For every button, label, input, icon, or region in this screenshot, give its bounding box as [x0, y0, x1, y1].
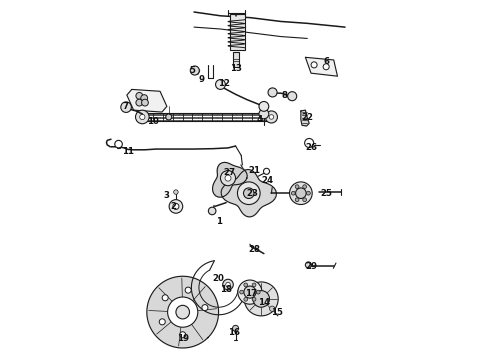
Text: 28: 28: [248, 245, 261, 254]
Circle shape: [115, 140, 122, 148]
Circle shape: [244, 282, 278, 316]
Text: 29: 29: [305, 262, 317, 271]
Text: 26: 26: [305, 143, 317, 152]
Circle shape: [244, 286, 256, 298]
Circle shape: [266, 111, 277, 123]
Circle shape: [303, 198, 307, 202]
Text: 27: 27: [224, 168, 236, 177]
Circle shape: [176, 305, 190, 319]
Circle shape: [305, 139, 314, 148]
Circle shape: [259, 109, 269, 119]
Text: 25: 25: [320, 189, 332, 198]
Text: 11: 11: [122, 147, 134, 156]
Text: 8: 8: [282, 91, 288, 100]
Circle shape: [173, 190, 178, 194]
Text: 17: 17: [245, 289, 257, 298]
Bar: [233, 51, 239, 67]
Text: 9: 9: [198, 76, 205, 85]
Circle shape: [269, 115, 274, 119]
Circle shape: [173, 203, 179, 210]
Circle shape: [208, 207, 216, 215]
Bar: [230, 14, 245, 50]
Text: 10: 10: [147, 117, 158, 126]
Circle shape: [233, 325, 239, 331]
Circle shape: [142, 99, 148, 106]
Circle shape: [136, 110, 149, 124]
Circle shape: [136, 99, 143, 106]
Text: 24: 24: [262, 176, 274, 185]
Circle shape: [295, 185, 299, 189]
Circle shape: [140, 114, 145, 120]
Polygon shape: [147, 276, 219, 348]
Text: 5: 5: [189, 66, 195, 75]
Text: 23: 23: [246, 189, 259, 198]
Circle shape: [252, 297, 256, 301]
Circle shape: [162, 295, 168, 301]
Text: 14: 14: [258, 298, 270, 307]
Circle shape: [216, 80, 225, 89]
Circle shape: [159, 319, 165, 325]
Text: 18: 18: [220, 285, 232, 294]
Circle shape: [268, 88, 277, 97]
Text: 2: 2: [171, 202, 176, 211]
Polygon shape: [127, 89, 167, 112]
Circle shape: [240, 290, 244, 294]
Text: 6: 6: [323, 57, 329, 66]
Circle shape: [185, 287, 191, 293]
Text: 12: 12: [218, 79, 230, 88]
Circle shape: [256, 290, 260, 294]
Text: 21: 21: [248, 166, 261, 175]
Polygon shape: [221, 170, 276, 217]
Circle shape: [190, 66, 199, 75]
Circle shape: [259, 102, 269, 111]
Polygon shape: [305, 57, 338, 76]
Text: 4: 4: [257, 115, 263, 124]
Circle shape: [290, 182, 312, 204]
Circle shape: [220, 171, 236, 186]
Circle shape: [168, 297, 198, 327]
Circle shape: [244, 283, 247, 287]
Circle shape: [225, 175, 231, 181]
Circle shape: [311, 62, 317, 68]
Text: 7: 7: [122, 102, 128, 111]
Polygon shape: [301, 110, 309, 126]
Circle shape: [303, 185, 307, 189]
Polygon shape: [213, 162, 247, 197]
Circle shape: [252, 283, 256, 287]
Circle shape: [238, 182, 260, 204]
Circle shape: [264, 168, 270, 174]
Circle shape: [253, 291, 270, 307]
Circle shape: [295, 198, 299, 202]
Text: 19: 19: [177, 334, 189, 343]
Circle shape: [169, 200, 183, 213]
Circle shape: [323, 64, 329, 70]
Circle shape: [270, 306, 275, 311]
Circle shape: [121, 102, 131, 112]
Circle shape: [226, 282, 230, 287]
Circle shape: [307, 191, 310, 195]
Circle shape: [292, 191, 295, 195]
Circle shape: [166, 114, 172, 120]
Circle shape: [202, 305, 208, 311]
Text: 16: 16: [228, 328, 240, 337]
Circle shape: [223, 279, 233, 290]
Text: 3: 3: [164, 190, 170, 199]
Circle shape: [244, 188, 254, 198]
Text: 15: 15: [271, 307, 283, 316]
Circle shape: [305, 262, 312, 268]
Circle shape: [295, 188, 306, 198]
Circle shape: [244, 297, 247, 301]
Circle shape: [136, 93, 143, 99]
Circle shape: [180, 332, 186, 338]
Text: 22: 22: [301, 113, 313, 122]
Circle shape: [288, 92, 297, 101]
Text: 20: 20: [213, 274, 224, 283]
Text: 1: 1: [216, 217, 221, 226]
Circle shape: [141, 95, 147, 102]
Circle shape: [238, 280, 262, 304]
Text: 13: 13: [229, 64, 242, 73]
